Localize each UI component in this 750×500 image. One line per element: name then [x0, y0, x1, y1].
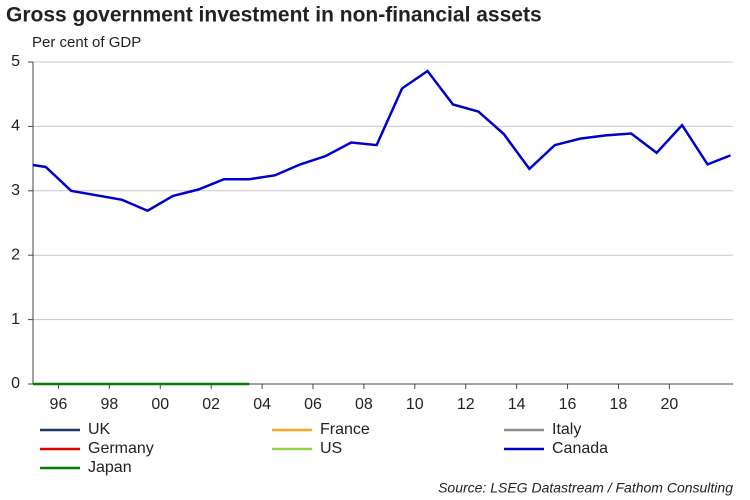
y-tick-label: 3	[11, 182, 20, 199]
y-tick-label: 4	[11, 118, 20, 135]
x-tick-label: 96	[50, 396, 68, 413]
x-tick-label: 02	[202, 396, 220, 413]
legend-label: Canada	[552, 440, 608, 457]
x-tick-label: 16	[559, 396, 577, 413]
source-note: Source: LSEG Datastream / Fathom Consult…	[438, 480, 733, 496]
x-tick-label: 98	[100, 396, 118, 413]
x-tick-label: 06	[304, 396, 322, 413]
x-tick-label: 20	[660, 396, 678, 413]
x-tick-label: 00	[151, 396, 169, 413]
legend-label: UK	[88, 421, 111, 438]
chart-title: Gross government investment in non-finan…	[6, 4, 542, 27]
x-tick-label: 12	[457, 396, 475, 413]
y-tick-label: 5	[11, 53, 20, 70]
series-line	[32, 69, 731, 213]
x-tick-label: 04	[253, 396, 271, 413]
y-tick-label: 0	[11, 375, 20, 392]
legend-label: Japan	[88, 459, 132, 476]
legend-label: France	[320, 421, 370, 438]
x-tick-label: 10	[406, 396, 424, 413]
legend-label: Italy	[552, 421, 581, 438]
y-tick-label: 1	[11, 311, 20, 328]
x-tick-label: 14	[508, 396, 526, 413]
legend-label: Germany	[88, 440, 154, 457]
x-tick-label: 18	[610, 396, 628, 413]
chart-subtitle: Per cent of GDP	[32, 34, 141, 51]
y-tick-label: 2	[11, 246, 20, 263]
x-tick-label: 08	[355, 396, 373, 413]
legend-label: US	[320, 440, 342, 457]
